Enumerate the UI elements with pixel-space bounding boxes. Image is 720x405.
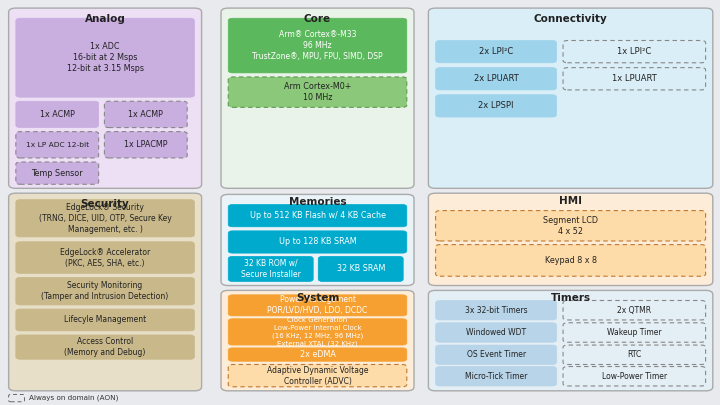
- Text: Analog: Analog: [85, 13, 125, 23]
- FancyBboxPatch shape: [16, 101, 99, 128]
- FancyBboxPatch shape: [428, 8, 713, 188]
- Text: Adaptive Dynamic Voltage
Controller (ADVC): Adaptive Dynamic Voltage Controller (ADV…: [267, 366, 368, 386]
- FancyBboxPatch shape: [9, 8, 202, 188]
- FancyBboxPatch shape: [436, 323, 557, 342]
- Text: Security Monitoring
(Tamper and Intrusion Detection): Security Monitoring (Tamper and Intrusio…: [42, 281, 168, 301]
- FancyBboxPatch shape: [16, 162, 99, 184]
- Text: Clock Generation
Low-Power Internal Clock
(16 KHz, 12 MHz, 96 MHz)
External XTAL: Clock Generation Low-Power Internal Cloc…: [272, 317, 363, 347]
- Text: Low-Power Timer: Low-Power Timer: [602, 372, 667, 381]
- FancyBboxPatch shape: [16, 18, 194, 97]
- FancyBboxPatch shape: [104, 132, 187, 158]
- FancyBboxPatch shape: [228, 231, 407, 253]
- FancyBboxPatch shape: [9, 193, 202, 391]
- FancyBboxPatch shape: [563, 323, 706, 342]
- Text: System: System: [296, 293, 339, 303]
- FancyBboxPatch shape: [228, 295, 407, 316]
- Text: OS Event Timer: OS Event Timer: [467, 350, 526, 359]
- FancyBboxPatch shape: [221, 194, 414, 286]
- Text: Lifecyle Management: Lifecyle Management: [64, 315, 146, 324]
- Text: Up to 128 KB SRAM: Up to 128 KB SRAM: [279, 237, 356, 247]
- FancyBboxPatch shape: [428, 290, 713, 391]
- FancyBboxPatch shape: [436, 245, 706, 276]
- Text: Micro-Tick Timer: Micro-Tick Timer: [465, 372, 527, 381]
- FancyBboxPatch shape: [221, 8, 414, 188]
- FancyBboxPatch shape: [436, 68, 557, 90]
- Text: Keypad 8 x 8: Keypad 8 x 8: [544, 256, 597, 265]
- FancyBboxPatch shape: [428, 193, 713, 286]
- Text: 1x LPI²C: 1x LPI²C: [617, 47, 652, 56]
- Text: 32 KB ROM w/
Secure Installer: 32 KB ROM w/ Secure Installer: [240, 259, 301, 279]
- Text: Access Control
(Memory and Debug): Access Control (Memory and Debug): [64, 337, 146, 357]
- Text: EdgeLock® Accelerator
(PKC, AES, SHA, etc.): EdgeLock® Accelerator (PKC, AES, SHA, et…: [60, 247, 150, 268]
- FancyBboxPatch shape: [436, 40, 557, 63]
- FancyBboxPatch shape: [563, 40, 706, 63]
- Text: Security: Security: [81, 199, 130, 209]
- FancyBboxPatch shape: [436, 345, 557, 364]
- FancyBboxPatch shape: [104, 101, 187, 128]
- FancyBboxPatch shape: [228, 364, 407, 387]
- Text: Power Management
POR/LVD/HVD, LDO, DCDC: Power Management POR/LVD/HVD, LDO, DCDC: [267, 295, 368, 315]
- Text: 32 KB SRAM: 32 KB SRAM: [336, 264, 385, 273]
- Text: 1x ADC
16-bit at 2 Msps
12-bit at 3.15 Msps: 1x ADC 16-bit at 2 Msps 12-bit at 3.15 M…: [67, 42, 143, 73]
- Text: Connectivity: Connectivity: [534, 13, 608, 23]
- Text: 1x ACMP: 1x ACMP: [128, 110, 163, 119]
- Text: 1x LP ADC 12-bit: 1x LP ADC 12-bit: [26, 142, 89, 148]
- FancyBboxPatch shape: [436, 367, 557, 386]
- FancyBboxPatch shape: [228, 348, 407, 361]
- FancyBboxPatch shape: [563, 68, 706, 90]
- Text: Segment LCD
4 x 52: Segment LCD 4 x 52: [543, 216, 598, 236]
- Text: Windowed WDT: Windowed WDT: [466, 328, 526, 337]
- FancyBboxPatch shape: [16, 277, 194, 305]
- Text: 1x LPACMP: 1x LPACMP: [124, 140, 168, 149]
- FancyBboxPatch shape: [228, 256, 313, 281]
- FancyBboxPatch shape: [563, 345, 706, 364]
- Text: 2x LPUART: 2x LPUART: [474, 74, 518, 83]
- Text: Always on domain (AON): Always on domain (AON): [29, 395, 118, 401]
- Text: Core: Core: [304, 13, 331, 23]
- Text: EdgeLock® Security
(TRNG, DICE, UID, OTP, Secure Key
Management, etc. ): EdgeLock® Security (TRNG, DICE, UID, OTP…: [39, 202, 171, 234]
- FancyBboxPatch shape: [16, 200, 194, 237]
- FancyBboxPatch shape: [436, 95, 557, 117]
- FancyBboxPatch shape: [436, 301, 557, 320]
- FancyBboxPatch shape: [228, 319, 407, 345]
- Text: Arm® Cortex®-M33
96 MHz
TrustZone®, MPU, FPU, SIMD, DSP: Arm® Cortex®-M33 96 MHz TrustZone®, MPU,…: [252, 30, 383, 61]
- FancyBboxPatch shape: [563, 367, 706, 386]
- Text: 2x LPSPI: 2x LPSPI: [478, 101, 514, 111]
- Text: 1x LPUART: 1x LPUART: [612, 74, 657, 83]
- FancyBboxPatch shape: [16, 335, 194, 359]
- FancyBboxPatch shape: [228, 205, 407, 227]
- Text: HMI: HMI: [559, 196, 582, 206]
- Text: RTC: RTC: [627, 350, 642, 359]
- Text: 3x 32-bit Timers: 3x 32-bit Timers: [465, 306, 527, 315]
- FancyBboxPatch shape: [318, 256, 403, 281]
- Text: 2x QTMR: 2x QTMR: [617, 306, 652, 315]
- Text: Wakeup Timer: Wakeup Timer: [607, 328, 662, 337]
- FancyBboxPatch shape: [16, 132, 99, 158]
- Text: 1x ACMP: 1x ACMP: [40, 110, 75, 119]
- Text: Memories: Memories: [289, 197, 346, 207]
- Text: 2x eDMA: 2x eDMA: [300, 350, 336, 359]
- FancyBboxPatch shape: [436, 211, 706, 241]
- Text: Up to 512 KB Flash w/ 4 KB Cache: Up to 512 KB Flash w/ 4 KB Cache: [250, 211, 385, 220]
- FancyBboxPatch shape: [9, 394, 24, 402]
- FancyBboxPatch shape: [228, 77, 407, 107]
- FancyBboxPatch shape: [16, 242, 194, 273]
- Text: Temp Sensor: Temp Sensor: [32, 168, 83, 178]
- FancyBboxPatch shape: [563, 301, 706, 320]
- Text: 2x LPI²C: 2x LPI²C: [479, 47, 513, 56]
- FancyBboxPatch shape: [228, 18, 407, 73]
- FancyBboxPatch shape: [16, 309, 194, 331]
- FancyBboxPatch shape: [221, 290, 414, 391]
- Text: Timers: Timers: [551, 293, 590, 303]
- Text: Arm Cortex-M0+
10 MHz: Arm Cortex-M0+ 10 MHz: [284, 82, 351, 102]
